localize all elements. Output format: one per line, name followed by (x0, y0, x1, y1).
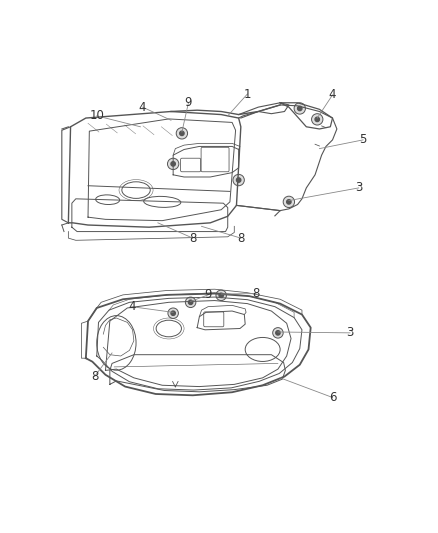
Text: 5: 5 (360, 133, 367, 147)
Text: 4: 4 (128, 300, 135, 313)
Text: 10: 10 (89, 109, 104, 123)
Circle shape (237, 178, 241, 182)
Text: 8: 8 (189, 232, 197, 245)
Circle shape (219, 293, 223, 297)
Text: 9: 9 (205, 288, 212, 301)
Text: 9: 9 (185, 96, 192, 109)
Text: 8: 8 (91, 370, 98, 383)
Circle shape (176, 128, 187, 139)
Circle shape (171, 311, 175, 316)
Circle shape (276, 330, 280, 335)
Circle shape (185, 297, 196, 308)
Circle shape (216, 290, 226, 301)
Text: 1: 1 (244, 87, 251, 101)
Circle shape (188, 300, 193, 304)
Circle shape (168, 308, 178, 318)
Circle shape (287, 200, 291, 204)
Circle shape (233, 174, 244, 185)
Text: 4: 4 (329, 88, 336, 101)
Circle shape (311, 114, 323, 125)
Circle shape (283, 196, 294, 207)
Circle shape (180, 131, 184, 135)
Circle shape (171, 161, 175, 166)
Text: 3: 3 (346, 326, 353, 340)
Text: 4: 4 (139, 101, 146, 114)
Text: 8: 8 (252, 287, 260, 300)
Circle shape (297, 106, 302, 111)
Text: 8: 8 (237, 232, 244, 245)
Text: 6: 6 (329, 391, 336, 404)
Circle shape (315, 117, 319, 122)
Circle shape (294, 103, 305, 114)
Text: 3: 3 (355, 181, 362, 195)
Circle shape (273, 328, 283, 338)
Circle shape (167, 158, 179, 169)
